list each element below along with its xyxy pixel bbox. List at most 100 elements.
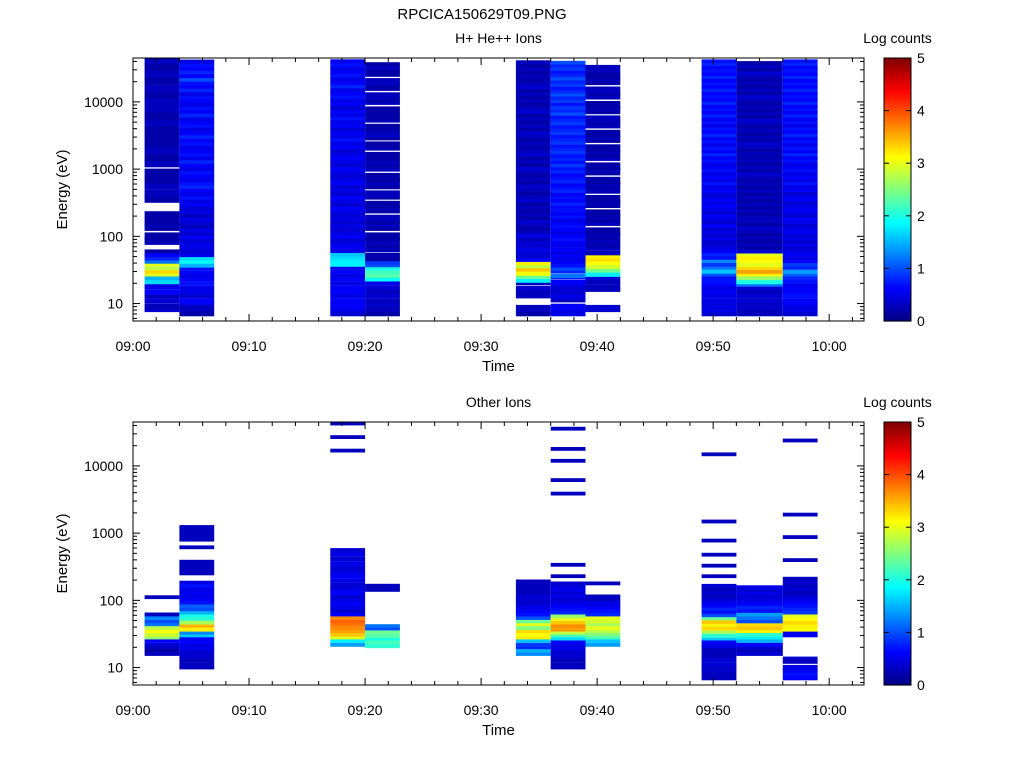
spectrogram-cell [701,279,737,285]
spectrogram-cell [782,217,818,221]
spectrogram-cell [550,600,586,605]
spectrogram-cell [515,632,551,637]
spectrogram-cell [736,256,783,260]
colorbar-tick-label: 5 [917,414,925,430]
spectrogram-cell [179,235,215,239]
spectrogram-cell [330,262,366,267]
spectrogram-cell [736,239,783,244]
spectrogram-cell [736,645,783,650]
spectrogram-cell [782,143,818,147]
spectrogram-cell [550,607,586,612]
spectrogram-cell [701,266,737,270]
spectrogram-cell [585,204,621,208]
spectrogram-cell [782,584,818,588]
spectrogram-cell [736,114,783,119]
spectrogram-cell [782,259,818,263]
y-tick-label: 1000 [92,525,123,541]
colorbar-tick-label: 2 [917,572,925,588]
spectrogram-cell [701,286,737,290]
spectrogram-cell [736,619,783,624]
time-column [736,61,783,317]
spectrogram-cell [144,636,180,640]
spectrogram-cell [550,166,586,171]
spectrogram-cell [736,182,783,186]
spectrogram-cell [144,98,180,106]
spectrogram-cell [701,312,737,317]
spectrogram-cell [365,274,400,278]
spectrogram-cell [330,587,366,592]
spectrogram-cell [782,610,818,615]
spectrogram-cell [701,610,737,615]
spectrogram-cell [515,81,551,86]
spectrogram-cell [550,121,586,126]
spectrogram-cell [736,246,783,250]
spectrogram-cell [515,254,551,258]
spectrogram-cell [585,265,621,270]
spectrogram-cell [365,209,400,214]
spectrogram-cell [144,253,180,258]
spectrogram-cell [782,210,818,215]
spectrogram-cell [179,559,215,568]
spectrogram-cell [330,556,366,562]
spectrogram-cell [550,73,586,78]
spectrogram-cell [330,102,366,107]
spectrogram-cell [365,181,400,186]
time-column [585,581,621,647]
spectrogram-cell [330,98,366,103]
spectrogram-cell [179,213,215,218]
spectrogram-cell [515,636,551,640]
spectrogram-cell [782,101,818,105]
y-tick-label: 100 [100,592,124,608]
spectrogram-cell [515,237,551,242]
spectrogram-cell [550,192,586,197]
spectrogram-cell [365,160,400,165]
time-column [736,585,783,656]
y-tick-label: 1000 [92,161,123,177]
spectrogram-cell [550,666,586,670]
spectrogram-cell [736,652,783,656]
spectrogram-cell [782,634,818,638]
spectrogram-cell [585,254,621,259]
spectrogram-cell [550,186,586,190]
spectrogram-cell [701,643,737,649]
spectrogram-cell [701,666,737,670]
spectrogram-cell [701,162,737,166]
spectrogram-cell [550,574,586,579]
spectrogram-cell [736,205,783,210]
spectrogram-cell [782,276,818,281]
spectrogram-cell [179,657,215,663]
spectrogram-cell [736,71,783,75]
spectrogram-cell [515,271,551,276]
spectrogram-cell [701,574,737,579]
spectrogram-cell [701,98,737,102]
spectrogram-cell [179,220,215,225]
spectrogram-cell [515,293,551,299]
spectrogram-cell [701,283,737,287]
spectrogram-cell [515,281,551,286]
spectrogram-cell [782,117,818,121]
spectrogram-cell [550,67,586,71]
spectrogram-cell [330,293,366,299]
spectrogram-cell [782,78,818,83]
spectrogram-cell [365,244,400,249]
spectrogram-cell [585,195,621,203]
spectrogram-cell [782,98,818,102]
spectrogram-cell [585,258,621,262]
spectrogram-cell [179,298,215,304]
spectrogram-cell [365,123,400,131]
spectrogram-cell [701,640,737,645]
spectrogram-cell [179,281,215,286]
spectrogram-cell [515,240,551,245]
spectrogram-cell [330,298,366,304]
spectrogram-cell [515,152,551,157]
spectrogram-cell [736,636,783,640]
time-column [179,525,215,670]
time-column [550,426,586,670]
spectrogram-cell [782,188,818,192]
spectrogram-cell [782,298,818,304]
x-tick-label: 09:20 [348,702,383,718]
spectrogram-cell [365,101,400,105]
spectrogram-cell [736,195,783,200]
spectrogram-cell [701,168,737,173]
spectrogram-cell [701,91,737,96]
